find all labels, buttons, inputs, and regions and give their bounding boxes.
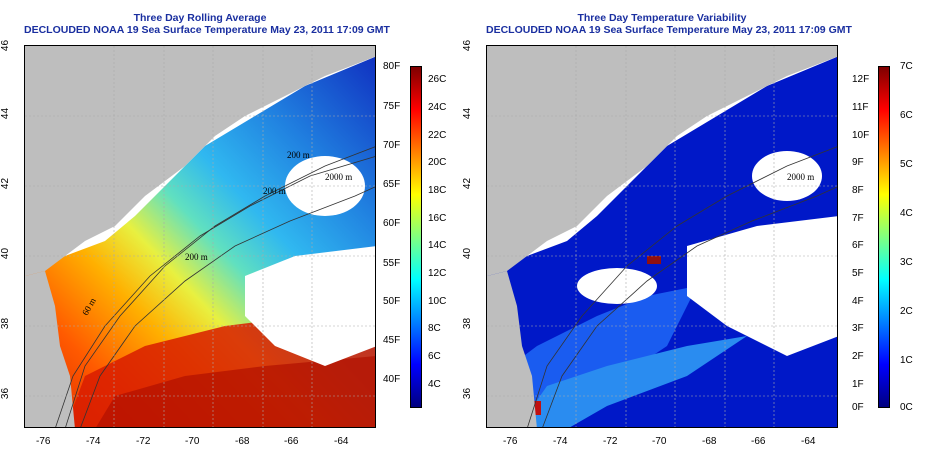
colorbar-label-c: 12C bbox=[428, 268, 447, 279]
left-colorbar bbox=[410, 66, 422, 408]
left-map: 200 m 2000 m 200 m 60 m 200 m bbox=[24, 45, 376, 428]
right-title-line1: Three Day Temperature Variability bbox=[577, 12, 747, 24]
contour-label: 200 m bbox=[263, 186, 286, 196]
left-x-tick: -70 bbox=[185, 436, 200, 447]
left-y-tick: 46 bbox=[0, 39, 12, 52]
left-x-tick: -72 bbox=[136, 436, 151, 447]
colorbar-label-f: 3F bbox=[852, 323, 864, 334]
colorbar-label-f: 2F bbox=[852, 351, 864, 362]
left-y-tick: 36 bbox=[0, 387, 12, 400]
colorbar-label-c: 7C bbox=[900, 61, 913, 72]
left-title-line1: Three Day Rolling Average bbox=[133, 12, 267, 24]
colorbar-label-f: 10F bbox=[852, 130, 870, 141]
left-x-tick: -74 bbox=[86, 436, 101, 447]
left-x-tick: -68 bbox=[235, 436, 250, 447]
colorbar-label-f: 55F bbox=[383, 258, 401, 269]
colorbar-label-f: 50F bbox=[383, 296, 401, 307]
colorbar-label-f: 8F bbox=[852, 185, 864, 196]
left-x-tick: -66 bbox=[284, 436, 299, 447]
left-x-tick: -76 bbox=[36, 436, 51, 447]
colorbar-label-c: 22C bbox=[428, 130, 447, 141]
right-y-tick: 36 bbox=[462, 387, 474, 400]
land-mass bbox=[487, 46, 837, 276]
colorbar-label-c: 26C bbox=[428, 74, 447, 85]
right-title-line2: DECLOUDED NOAA 19 Sea Surface Temperatur… bbox=[486, 24, 852, 36]
contour-label: 200 m bbox=[287, 150, 310, 160]
land-mass bbox=[25, 46, 375, 276]
colorbar-label-f: 60F bbox=[383, 218, 401, 229]
colorbar-label-f: 75F bbox=[383, 101, 401, 112]
left-y-tick: 40 bbox=[0, 247, 12, 260]
colorbar-label-c: 16C bbox=[428, 213, 447, 224]
contour-label: 2000 m bbox=[325, 172, 352, 182]
colorbar-label-f: 9F bbox=[852, 157, 864, 168]
right-x-tick: -66 bbox=[751, 436, 766, 447]
colorbar-label-f: 40F bbox=[383, 374, 401, 385]
colorbar-label-c: 14C bbox=[428, 240, 447, 251]
right-y-tick: 40 bbox=[462, 247, 474, 260]
right-x-tick: -72 bbox=[603, 436, 618, 447]
right-y-tick: 46 bbox=[462, 39, 474, 52]
colorbar-label-f: 45F bbox=[383, 335, 401, 346]
left-x-tick: -64 bbox=[334, 436, 349, 447]
contour-label: 200 m bbox=[185, 252, 208, 262]
colorbar-label-c: 0C bbox=[900, 402, 913, 413]
colorbar-label-c: 5C bbox=[900, 159, 913, 170]
colorbar-label-c: 24C bbox=[428, 102, 447, 113]
colorbar-label-f: 0F bbox=[852, 402, 864, 413]
right-map: 2000 m bbox=[486, 45, 838, 428]
right-x-tick: -76 bbox=[503, 436, 518, 447]
colorbar-label-c: 8C bbox=[428, 323, 441, 334]
colorbar-label-f: 65F bbox=[383, 179, 401, 190]
right-x-tick: -70 bbox=[652, 436, 667, 447]
right-y-tick: 42 bbox=[462, 177, 474, 190]
colorbar-label-f: 80F bbox=[383, 61, 401, 72]
left-title-line2: DECLOUDED NOAA 19 Sea Surface Temperatur… bbox=[24, 24, 390, 36]
right-x-tick: -64 bbox=[801, 436, 816, 447]
colorbar-label-f: 1F bbox=[852, 379, 864, 390]
right-x-tick: -74 bbox=[553, 436, 568, 447]
no-data-region bbox=[245, 246, 375, 366]
colorbar-label-f: 7F bbox=[852, 213, 864, 224]
right-y-tick: 38 bbox=[462, 317, 474, 330]
colorbar-label-c: 4C bbox=[900, 208, 913, 219]
left-y-tick: 44 bbox=[0, 107, 12, 120]
right-x-tick: -68 bbox=[702, 436, 717, 447]
colorbar-label-c: 20C bbox=[428, 157, 447, 168]
colorbar-label-c: 18C bbox=[428, 185, 447, 196]
colorbar-label-f: 70F bbox=[383, 140, 401, 151]
colorbar-label-f: 11F bbox=[852, 102, 869, 113]
colorbar-label-c: 6C bbox=[900, 110, 913, 121]
contour-label: 2000 m bbox=[787, 172, 814, 182]
no-data-region bbox=[687, 216, 837, 356]
right-colorbar bbox=[878, 66, 890, 408]
colorbar-label-f: 12F bbox=[852, 74, 870, 85]
colorbar-label-c: 6C bbox=[428, 351, 441, 362]
colorbar-label-c: 3C bbox=[900, 257, 913, 268]
left-y-tick: 42 bbox=[0, 177, 12, 190]
right-y-tick: 44 bbox=[462, 107, 474, 120]
colorbar-label-c: 1C bbox=[900, 355, 913, 366]
colorbar-label-c: 2C bbox=[900, 306, 913, 317]
colorbar-label-c: 4C bbox=[428, 379, 441, 390]
hot-spot bbox=[647, 256, 661, 264]
colorbar-label-f: 5F bbox=[852, 268, 864, 279]
colorbar-label-c: 10C bbox=[428, 296, 447, 307]
colorbar-label-f: 6F bbox=[852, 240, 864, 251]
colorbar-label-f: 4F bbox=[852, 296, 864, 307]
left-y-tick: 38 bbox=[0, 317, 12, 330]
